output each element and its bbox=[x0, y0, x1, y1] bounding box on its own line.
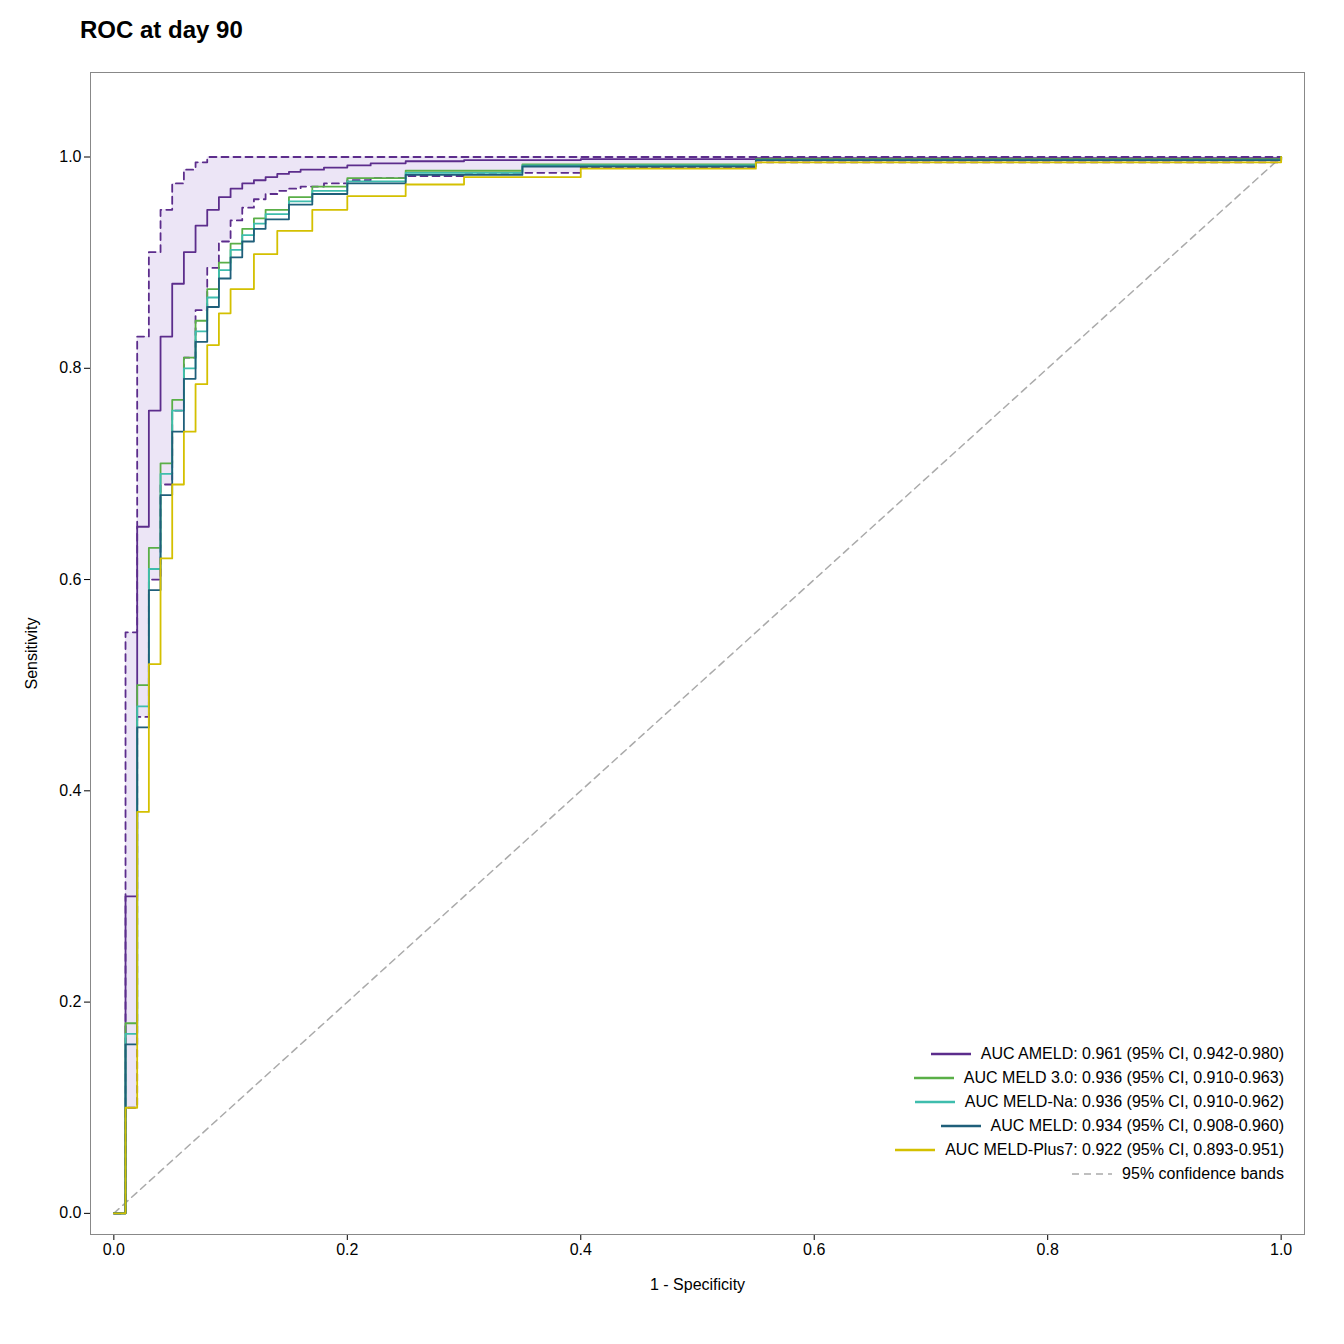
svg-text:0.6: 0.6 bbox=[59, 571, 81, 588]
html-text:AUC MELD: 0.934 (95% CI, 0.908: AUC MELD: 0.934 (95% CI, 0.908-0.960) bbox=[990, 1117, 1284, 1134]
svg-text:0.4: 0.4 bbox=[59, 782, 81, 799]
svg-text:0.0: 0.0 bbox=[59, 1204, 81, 1221]
svg-text:0.2: 0.2 bbox=[336, 1241, 358, 1258]
html-text:95% confidence bands: 95% confidence bands bbox=[1122, 1165, 1284, 1182]
svg-text:Sensitivity: Sensitivity bbox=[23, 617, 40, 689]
svg-text:0.4: 0.4 bbox=[570, 1241, 592, 1258]
html-text:ROC at day 90: ROC at day 90 bbox=[80, 16, 243, 43]
svg-text:0.6: 0.6 bbox=[803, 1241, 825, 1258]
svg-text:1 - Specificity: 1 - Specificity bbox=[650, 1276, 745, 1293]
svg-text:1.0: 1.0 bbox=[59, 148, 81, 165]
svg-text:0.2: 0.2 bbox=[59, 993, 81, 1010]
svg-text:1.0: 1.0 bbox=[1270, 1241, 1292, 1258]
html-text:AUC MELD-Na: 0.936 (95% CI, 0.: AUC MELD-Na: 0.936 (95% CI, 0.910-0.962) bbox=[964, 1093, 1284, 1110]
html-text:AUC AMELD: 0.961 (95% CI, 0.94: AUC AMELD: 0.961 (95% CI, 0.942-0.980) bbox=[980, 1045, 1284, 1062]
html-text:AUC MELD 3.0: 0.936 (95% CI, 0: AUC MELD 3.0: 0.936 (95% CI, 0.910-0.963… bbox=[963, 1069, 1284, 1086]
svg-text:0.8: 0.8 bbox=[1037, 1241, 1059, 1258]
svg-text:0.0: 0.0 bbox=[103, 1241, 125, 1258]
html-text:AUC MELD-Plus7: 0.922 (95% CI,: AUC MELD-Plus7: 0.922 (95% CI, 0.893-0.9… bbox=[945, 1141, 1284, 1158]
svg-text:0.8: 0.8 bbox=[59, 359, 81, 376]
